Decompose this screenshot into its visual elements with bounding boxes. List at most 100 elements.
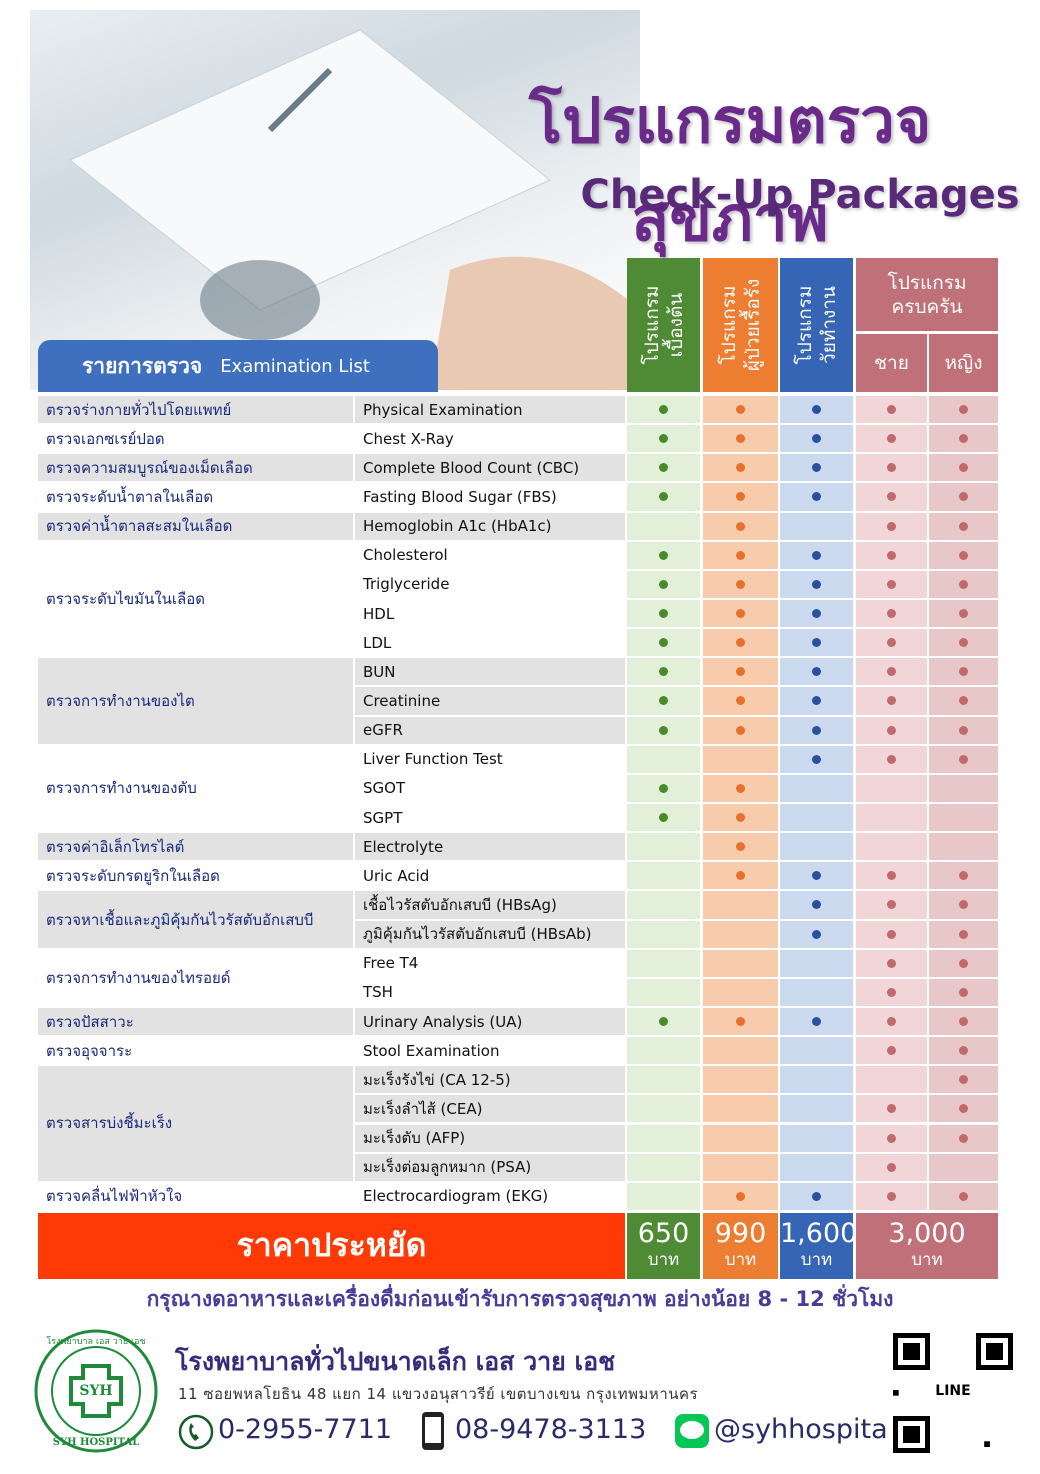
price-cell: 650 บาท xyxy=(627,1212,700,1279)
logo-ring xyxy=(34,1329,158,1453)
package-header-line: วัยทำงาน xyxy=(817,286,840,364)
logo-inner-ring xyxy=(51,1346,141,1436)
check-dot xyxy=(812,754,821,764)
check-dot xyxy=(959,638,968,648)
check-dot xyxy=(959,929,968,939)
mobile-icon xyxy=(422,1412,444,1450)
price-cell: 1,600 บาท xyxy=(780,1212,857,1279)
check-dot xyxy=(887,900,896,910)
package-cell xyxy=(627,1095,700,1123)
phone-handset xyxy=(189,1423,199,1441)
price-cell: 3,000 บาท xyxy=(856,1212,998,1279)
check-dot xyxy=(736,521,745,531)
check-dot xyxy=(959,1075,968,1085)
clipboard xyxy=(69,29,551,311)
group-label: ตรวจสารบ่งชี้มะเร็ง xyxy=(38,1066,353,1181)
package-header-line: โปรแกรม xyxy=(717,285,740,365)
check-dot xyxy=(887,579,896,589)
check-dot xyxy=(887,725,896,735)
check-dot xyxy=(812,405,821,415)
check-dot xyxy=(736,813,745,823)
item-name: ภูมิคุ้มกันไวรัสตับอักเสบบี (HBsAb) xyxy=(355,920,625,948)
check-dot xyxy=(959,434,968,444)
item-name: Complete Blood Count (CBC) xyxy=(355,454,625,482)
price-value: 3,000 xyxy=(888,1217,966,1249)
logo-mark: SYH xyxy=(79,1383,112,1399)
item-name: Triglyceride xyxy=(355,570,625,598)
check-dot xyxy=(887,754,896,764)
package-subheader: ชาย xyxy=(856,334,927,392)
package-cell xyxy=(780,1124,853,1152)
phone: 0-2955-7711 xyxy=(218,1414,393,1445)
check-dot xyxy=(812,900,821,910)
check-dot xyxy=(659,638,668,648)
check-dot xyxy=(887,696,896,706)
group-label: ตรวจปัสสาวะ xyxy=(38,1007,353,1036)
check-dot xyxy=(812,929,821,939)
package-cell xyxy=(856,1066,927,1094)
price-unit: บาท xyxy=(647,1249,680,1270)
check-dot xyxy=(887,609,896,619)
logo-top: โรงพยาบาล เอส วาย เอช xyxy=(46,1336,145,1347)
check-dot xyxy=(736,842,745,852)
check-dot xyxy=(736,434,745,444)
mobile: 08-9478-3113 xyxy=(455,1414,647,1445)
address: 11 ซอยพหลโยธิน 48 แยก 14 แขวงอนุสาวรีย์ … xyxy=(178,1385,699,1403)
check-dot xyxy=(812,579,821,589)
check-dot xyxy=(736,609,745,619)
check-dot xyxy=(959,609,968,619)
check-dot xyxy=(659,813,668,823)
check-dot xyxy=(812,725,821,735)
check-dot xyxy=(736,871,745,881)
item-name: มะเร็งลำไส้ (CEA) xyxy=(355,1095,625,1123)
qr-code: LINE xyxy=(890,1330,1016,1456)
package-header-text: โปรแกรม เบื้องต้น xyxy=(640,286,688,365)
package-cell xyxy=(780,774,853,802)
check-dot xyxy=(959,521,968,531)
check-dot xyxy=(659,579,668,589)
package-subheader: หญิง xyxy=(929,334,998,392)
price-value: 650 xyxy=(637,1217,690,1249)
check-dot xyxy=(959,958,968,968)
package-header-line: เบื้องต้น xyxy=(664,292,687,358)
group-label: ตรวจอุจจาระ xyxy=(38,1037,353,1065)
qr-finder-core xyxy=(903,1426,920,1443)
package-cell xyxy=(627,862,700,890)
package-cell xyxy=(780,949,853,977)
item-name: SGOT xyxy=(355,774,625,802)
check-dot xyxy=(736,405,745,415)
group-label: ตรวจหาเชื้อและภูมิคุ้มกันไวรัสตับอักเสบบ… xyxy=(38,891,353,948)
check-dot xyxy=(659,667,668,677)
mobile-screen xyxy=(425,1417,441,1443)
check-dot xyxy=(736,579,745,589)
group-label: ตรวจการทำงานของไต xyxy=(38,658,353,744)
check-dot xyxy=(887,1017,896,1026)
package-header: โปรแกรม เบื้องต้น xyxy=(627,258,700,392)
item-name: Cholesterol xyxy=(355,541,625,569)
package-header: โปรแกรม ผู้ป่วยเรื้อรัง xyxy=(703,258,778,392)
package-cell xyxy=(627,512,700,540)
check-dot xyxy=(959,754,968,764)
qr-finder-core xyxy=(903,1343,920,1360)
title: โปรแกรมตรวจสุขภาพ xyxy=(528,84,932,255)
price-label: ราคาประหยัด xyxy=(38,1212,625,1279)
package-cell xyxy=(627,745,700,773)
package-cell xyxy=(929,1153,998,1181)
check-dot xyxy=(812,1191,821,1201)
package-header-line: โปรแกรม xyxy=(793,285,816,365)
item-name: TSH xyxy=(355,978,625,1006)
check-dot xyxy=(659,783,668,793)
check-dot xyxy=(959,550,968,560)
package-cell xyxy=(627,1124,700,1152)
note: กรุณางดอาหารและเครื่องดื่มก่อนเข้ารับการ… xyxy=(146,1287,894,1311)
check-dot xyxy=(887,463,896,473)
check-dot xyxy=(659,405,668,415)
package-cell xyxy=(703,949,778,977)
package-header-line: ครบครัน xyxy=(891,295,963,318)
check-dot xyxy=(659,550,668,560)
check-dot xyxy=(812,1017,821,1026)
check-dot xyxy=(736,783,745,793)
package-cell xyxy=(929,803,998,832)
qr-finder-core xyxy=(986,1343,1003,1360)
package-cell xyxy=(703,1066,778,1094)
